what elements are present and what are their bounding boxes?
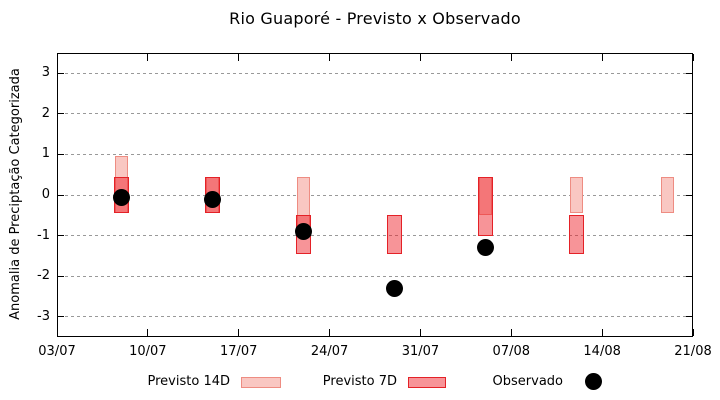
legend-label-previsto-14d: Previsto 14D	[147, 374, 230, 389]
y-gridline	[59, 113, 691, 115]
x-tick-bottom	[419, 329, 421, 336]
y-tick-left	[57, 113, 64, 115]
y-tick-right	[686, 235, 693, 237]
observed-dot	[204, 190, 222, 208]
x-tick-bottom	[238, 329, 240, 336]
y-tick-label: 0	[41, 187, 50, 202]
y-gridline	[59, 194, 691, 196]
forecast-7d-bar	[477, 176, 493, 236]
x-tick-top	[510, 54, 512, 61]
y-tick-label: -2	[37, 268, 50, 284]
legend-label-observado: Observado	[492, 374, 563, 389]
y-tick-label: 3	[41, 65, 50, 81]
y-tick-left	[57, 153, 64, 155]
y-tick-label: -1	[37, 227, 50, 243]
x-tick-bottom	[601, 329, 603, 336]
y-gridline	[59, 275, 691, 277]
x-tick-bottom	[147, 329, 149, 336]
legend-swatch-previsto-7d-band-icon	[408, 377, 446, 388]
observed-dot	[113, 188, 131, 206]
x-tick-label: 24/07	[310, 344, 349, 359]
y-tick-right	[686, 153, 693, 155]
y-tick-right	[686, 316, 693, 318]
y-tick-right	[686, 275, 693, 277]
legend-swatch-observado-dot-icon	[585, 373, 602, 390]
x-tick-label: 17/07	[219, 344, 258, 359]
x-tick-bottom	[329, 329, 331, 336]
x-tick-label: 21/08	[674, 344, 712, 359]
forecast-7d-bar	[386, 215, 402, 254]
x-tick-label: 07/08	[492, 344, 531, 359]
y-tick-label: -3	[37, 308, 50, 324]
observed-dot	[295, 223, 313, 240]
y-gridline	[59, 153, 691, 155]
x-tick-top	[601, 54, 603, 61]
x-tick-label: 14/08	[583, 344, 621, 359]
y-tick-left	[57, 275, 64, 277]
chart-title: Rio Guaporé - Previsto x Observado	[229, 9, 521, 28]
x-tick-bottom	[56, 329, 58, 336]
y-tick-right	[686, 194, 693, 196]
forecast-7d-bar	[568, 215, 584, 254]
y-tick-left	[57, 194, 64, 196]
y-gridline	[59, 235, 691, 237]
x-tick-top	[329, 54, 331, 61]
x-tick-top	[56, 54, 58, 61]
plot-frame	[57, 53, 693, 337]
legend-swatch-previsto-14d-band-icon	[241, 377, 281, 388]
legend-label-previsto-7d: Previsto 7D	[322, 374, 397, 389]
y-tick-right	[686, 72, 693, 74]
observed-dot	[385, 279, 403, 297]
y-gridline	[59, 316, 691, 318]
x-tick-label: 03/07	[38, 344, 76, 359]
x-tick-bottom	[692, 329, 694, 336]
x-tick-top	[147, 54, 149, 61]
forecast-14d-bar	[569, 176, 583, 214]
y-tick-left	[57, 72, 64, 74]
x-tick-top	[238, 54, 240, 61]
observed-dot	[476, 239, 494, 257]
y-tick-right	[686, 113, 693, 115]
y-tick-label: 2	[41, 105, 50, 121]
x-tick-label: 10/07	[129, 344, 167, 359]
x-tick-top	[692, 54, 694, 61]
x-tick-top	[419, 54, 421, 61]
x-tick-label: 31/07	[401, 344, 440, 359]
x-tick-bottom	[510, 329, 512, 336]
y-tick-label: 1	[41, 146, 50, 162]
y-tick-left	[57, 235, 64, 237]
forecast-14d-bar	[660, 176, 674, 214]
y-gridline	[59, 72, 691, 74]
y-tick-left	[57, 316, 64, 318]
